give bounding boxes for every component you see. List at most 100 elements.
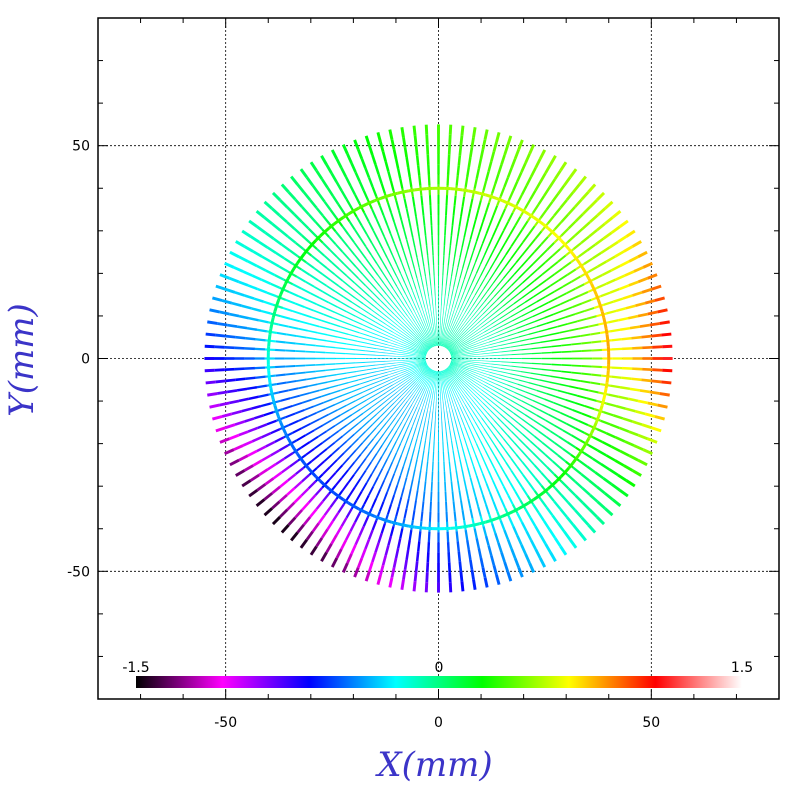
spoke-segment [559,383,570,388]
spoke-segment [578,290,589,297]
ring-segment [461,524,469,529]
spoke-segment [507,307,518,314]
spoke-segment [249,473,260,482]
spoke-segment [539,459,548,468]
spoke-segment [516,512,523,523]
spoke-segment [391,254,398,265]
ring-segment [279,421,285,429]
spoke-segment [459,135,464,146]
spoke-segment [596,207,606,217]
spoke-segment [562,280,573,288]
spoke-segment [343,395,354,402]
spoke-segment [409,227,414,238]
spoke-segment [491,392,501,399]
spoke-segment [425,410,428,421]
spoke-segment [507,494,514,505]
spoke-segment [516,465,524,476]
spoke-segment [560,376,571,381]
spoke-segment [376,302,385,310]
spoke-segment [332,394,343,400]
spoke-segment [371,186,378,197]
spoke-segment [596,222,606,232]
spoke-segment [294,198,304,208]
spoke-segment [321,214,331,225]
spoke-segment [238,397,250,403]
spoke-segment [343,263,352,272]
spoke-segment [247,449,258,457]
spoke-segment [355,395,365,402]
spoke-segment [446,316,450,327]
spoke-segment [462,380,471,388]
spoke-segment [484,415,492,424]
spoke-segment [398,342,408,347]
spoke-segment [383,513,389,525]
spoke-segment [611,338,622,342]
spoke-segment [288,290,299,297]
spoke-segment [409,313,416,323]
spoke-segment [439,381,441,392]
spoke-segment [565,516,575,526]
spoke-segment [474,209,480,221]
spoke-segment [631,469,642,477]
spoke-segment [335,352,346,355]
ring-segment [319,230,326,238]
spoke-segment [403,508,408,519]
spoke-segment [396,421,403,431]
spoke-segment [224,261,235,269]
spoke-segment [355,349,366,352]
spoke-segment [365,461,372,471]
spoke-segment [480,349,491,353]
spoke-segment [624,270,635,277]
spoke-segment [496,195,502,207]
spoke-segment [574,227,584,237]
spoke-segment [234,367,245,371]
spoke-segment [452,376,460,385]
spoke-segment [553,401,564,408]
spoke-segment [661,332,672,337]
spoke-segment [415,299,420,310]
spoke-segment [329,209,338,219]
spoke-segment [434,411,437,422]
spoke-segment [442,255,445,266]
spoke-segment [316,248,326,257]
spoke-segment [578,175,587,186]
spoke-segment [445,369,452,378]
spoke-segment [300,268,311,276]
spoke-segment [479,190,485,201]
spoke-segment [619,426,630,433]
spoke-segment [250,307,262,313]
spoke-segment [447,552,451,563]
spoke-segment [244,366,256,370]
spoke-segment [446,265,449,276]
spoke-segment [330,430,340,438]
ring-segment [605,334,610,341]
spoke-segment [334,477,343,487]
spoke-segment [469,250,475,261]
spoke-segment [266,383,278,387]
spoke-segment [465,376,475,383]
spoke-segment [391,393,400,401]
spoke-segment [509,262,517,271]
spoke-segment [416,397,422,408]
spoke-segment [515,387,526,393]
spoke-segment [357,431,366,440]
spoke-segment [364,391,374,397]
spoke-segment [524,508,532,519]
spoke-segment [409,326,417,335]
spoke-segment [526,495,535,505]
spoke-segment [489,492,495,503]
spoke-segment [347,246,356,256]
spoke-segment [539,172,547,183]
spoke-segment [451,376,459,386]
spoke-segment [611,210,622,219]
spoke-segment [219,401,230,407]
spoke-segment [416,309,422,320]
spoke-segment [224,423,236,430]
spoke-segment [231,409,242,416]
spoke-segment [488,374,499,379]
spoke-segment [305,343,316,347]
spoke-segment [450,363,460,369]
ring-segment [584,437,591,445]
spoke-segment [510,416,520,425]
spoke-segment [590,331,601,336]
